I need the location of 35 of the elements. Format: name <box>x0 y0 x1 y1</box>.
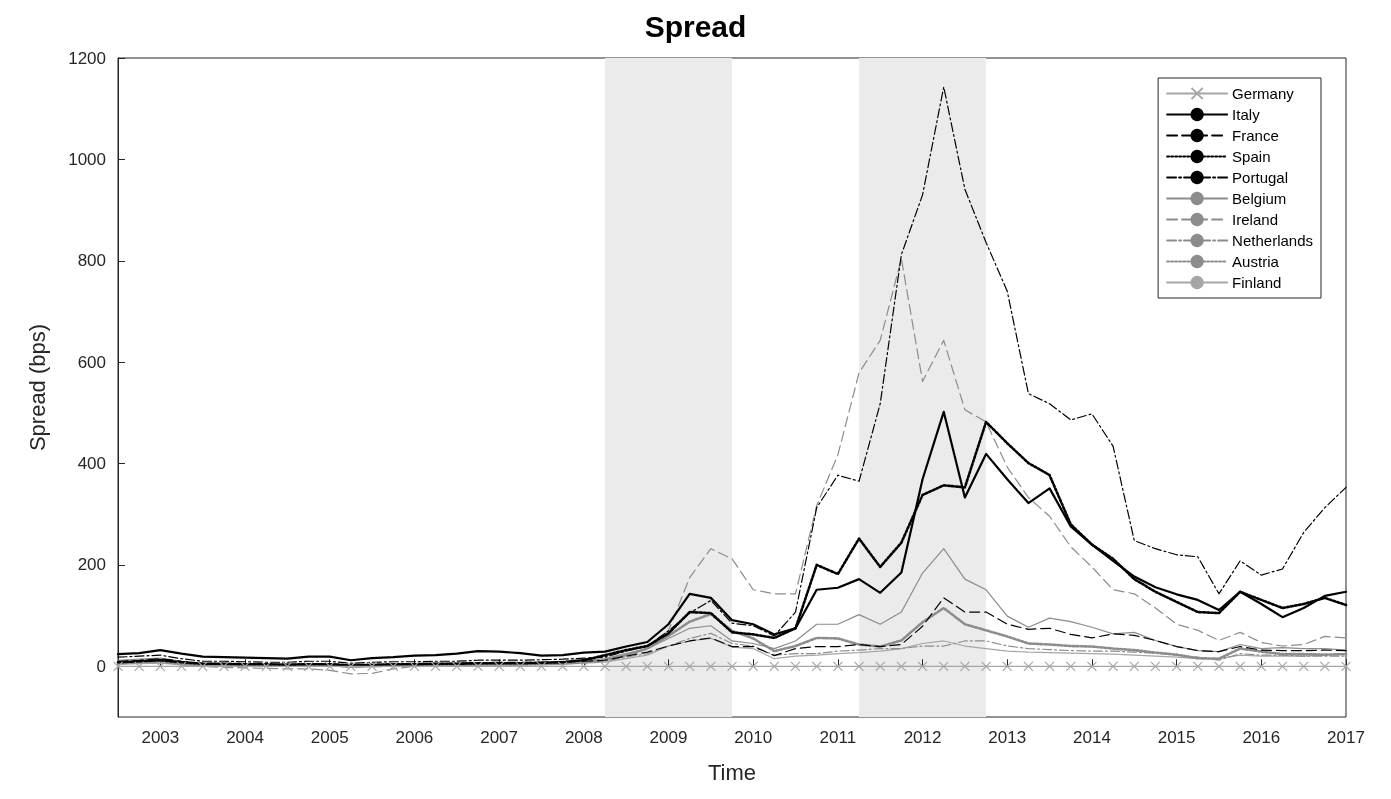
x-tick-label: 2009 <box>649 728 688 747</box>
x-tick-label: 2015 <box>1157 728 1196 747</box>
x-tick-label: 2012 <box>903 728 942 747</box>
legend-label: Austria <box>1232 253 1280 270</box>
legend-label: France <box>1232 127 1279 144</box>
x-tick-label: 2008 <box>564 728 603 747</box>
x-tick-label: 2014 <box>1073 728 1111 747</box>
x-tick-label: 2013 <box>988 728 1027 747</box>
legend-label: Portugal <box>1232 169 1288 186</box>
legend-label: Belgium <box>1232 190 1287 207</box>
y-tick-label: 1000 <box>68 149 106 169</box>
x-tick-label: 2004 <box>226 728 264 747</box>
y-tick-label: 200 <box>77 555 106 575</box>
legend-label: Ireland <box>1232 211 1278 228</box>
x-tick-label: 2003 <box>141 728 180 747</box>
x-tick-label: 2006 <box>395 728 434 747</box>
y-tick-label: 800 <box>77 251 106 271</box>
x-tick-label: 2017 <box>1327 728 1365 747</box>
y-tick-label: 1200 <box>68 48 106 68</box>
x-tick-label: 2005 <box>310 728 349 747</box>
x-tick-label: 2016 <box>1242 728 1281 747</box>
legend-label: Netherlands <box>1232 232 1314 249</box>
y-axis-title: Spread (bps) <box>24 323 50 452</box>
y-tick-label: 600 <box>77 352 106 372</box>
legend-label: Finland <box>1232 274 1282 291</box>
legend-label: Italy <box>1232 106 1261 123</box>
chart-title: Spread <box>644 9 747 43</box>
legend-label: Spain <box>1232 148 1271 165</box>
x-tick-label: 2007 <box>480 728 519 747</box>
y-tick-label: 0 <box>96 656 106 676</box>
x-tick-label: 2011 <box>819 728 857 747</box>
y-tick-label: 400 <box>77 454 106 474</box>
x-tick-label: 2010 <box>734 728 773 747</box>
legend-label: Germany <box>1232 85 1295 102</box>
x-axis-title: Time <box>707 759 757 785</box>
